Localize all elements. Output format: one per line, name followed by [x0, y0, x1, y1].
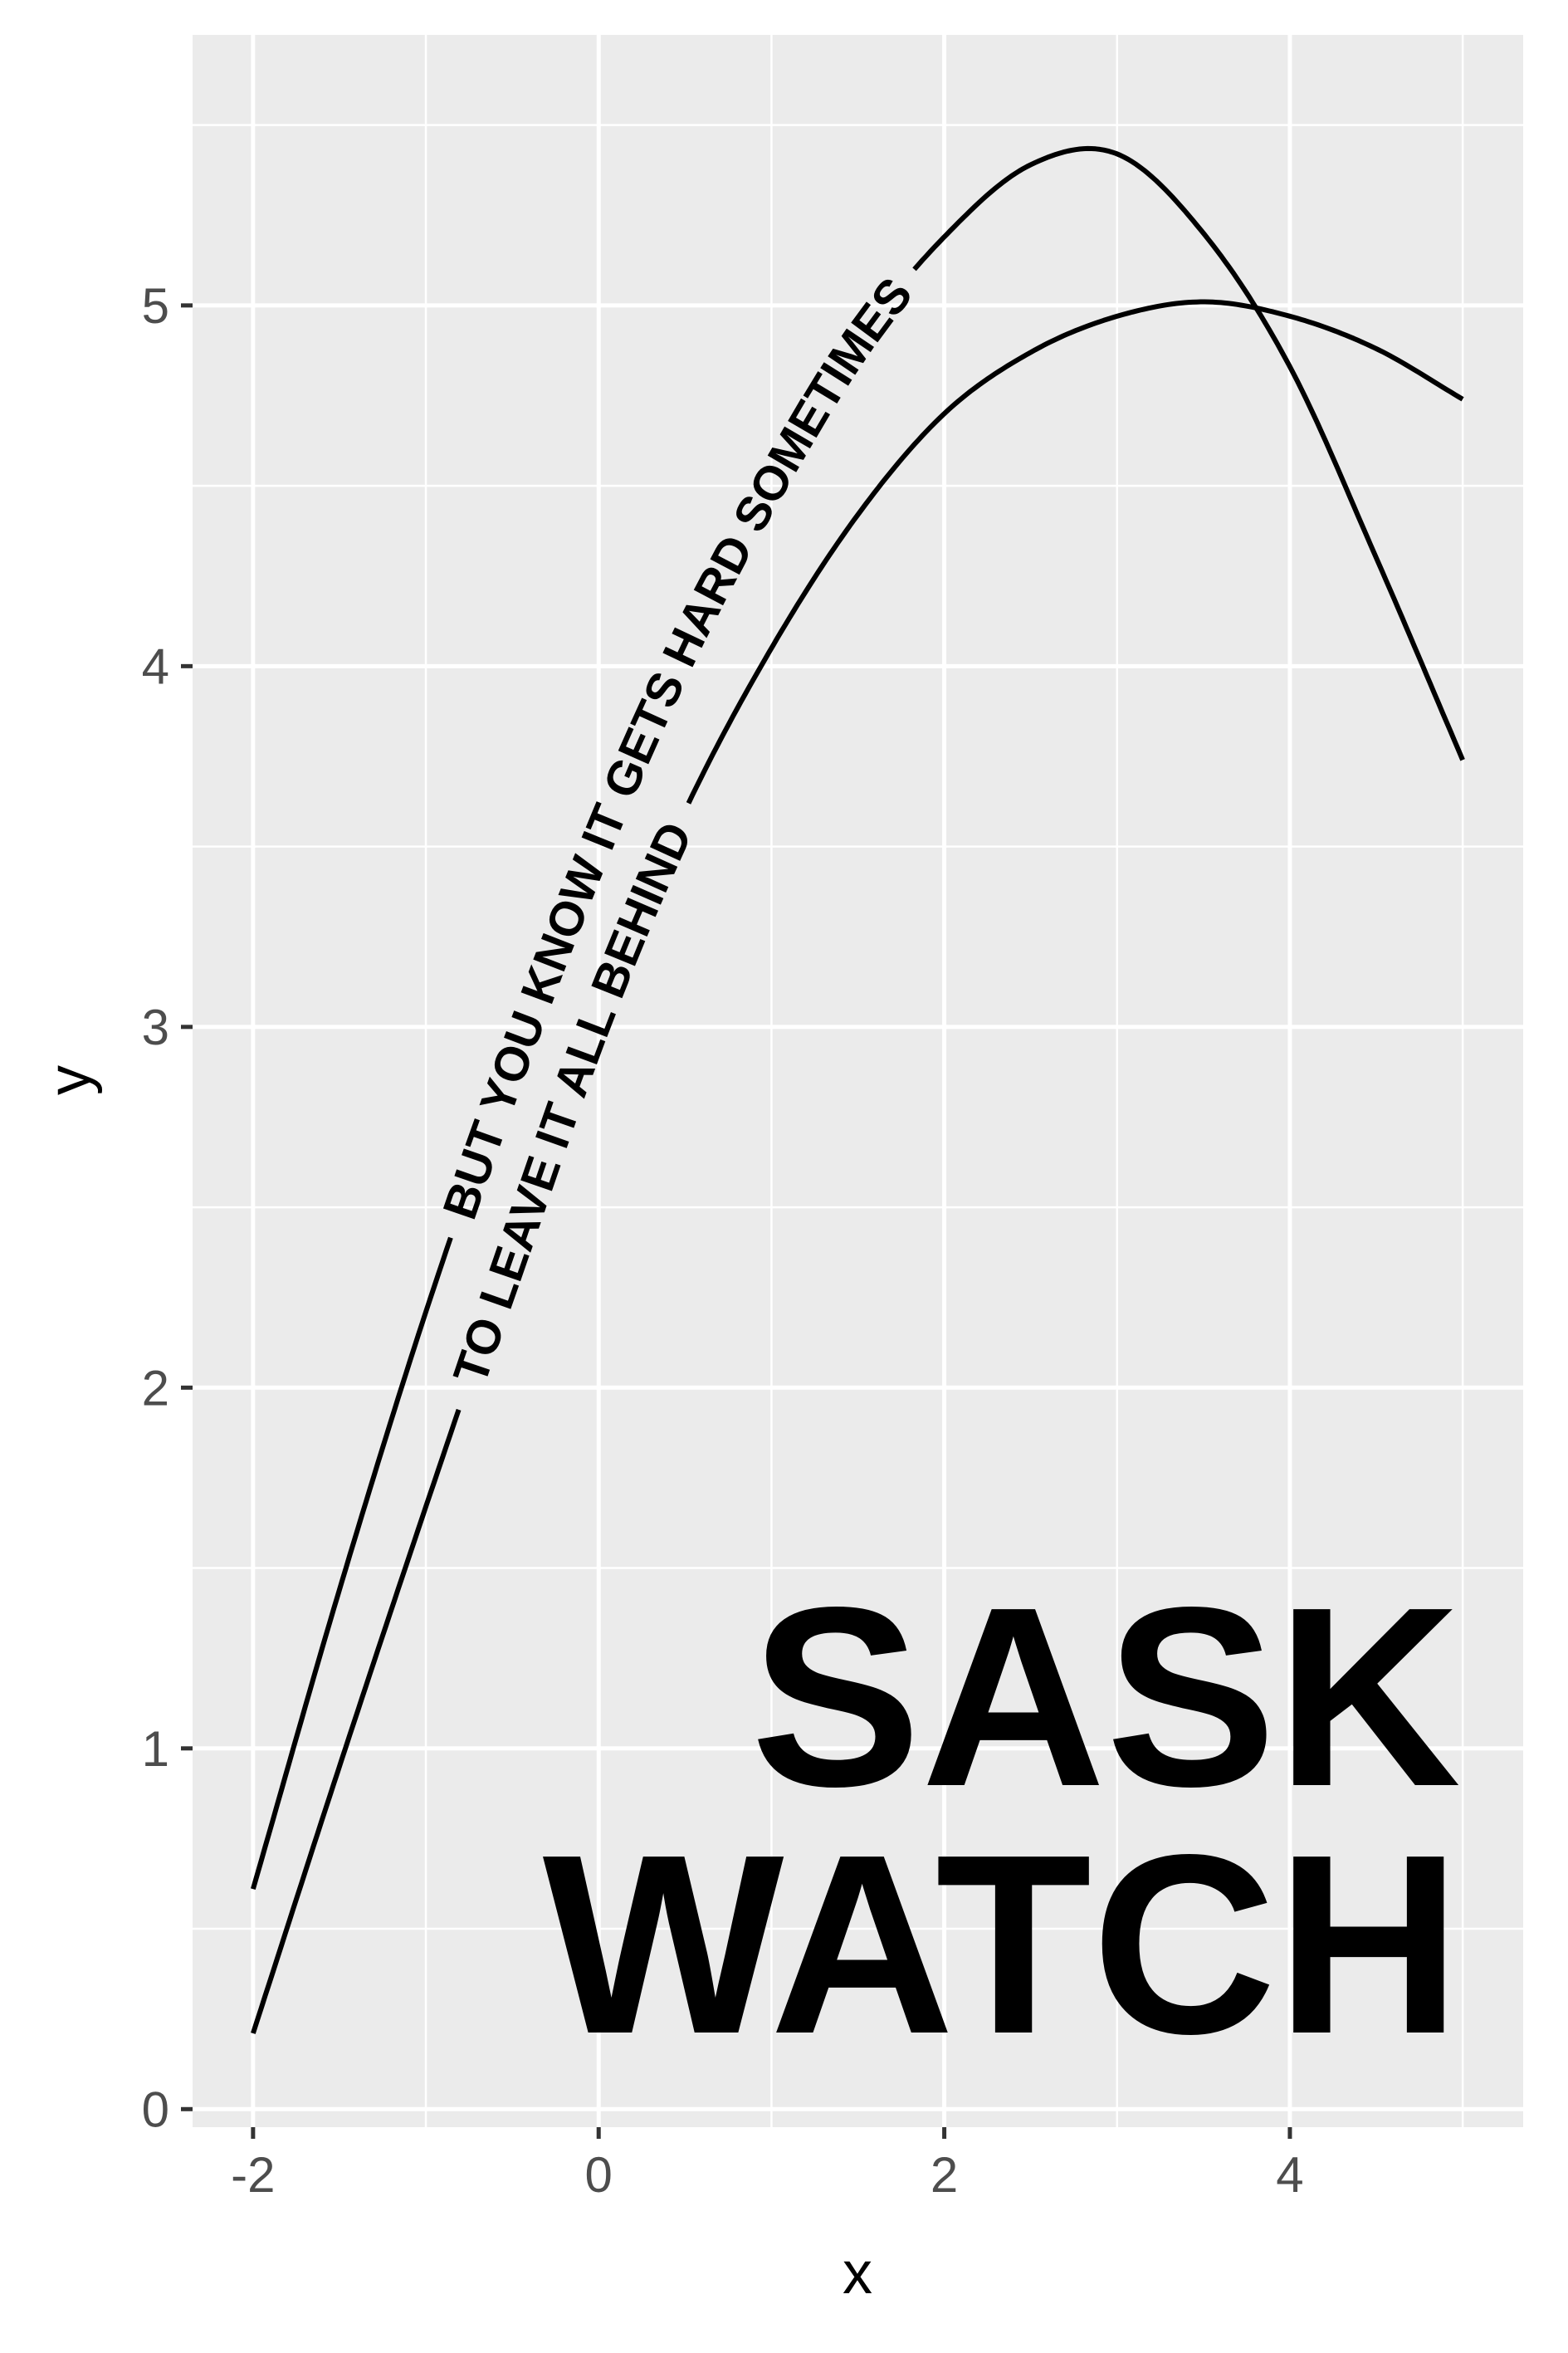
y-tick-label: 0 [142, 2082, 169, 2137]
x-tick-label: 0 [585, 2147, 613, 2203]
x-axis: -2 0 2 4 [231, 2127, 1304, 2203]
y-tick-label: 1 [142, 1721, 169, 1777]
series-lines [251, 145, 1465, 2034]
x-tick-label: 4 [1276, 2147, 1303, 2203]
minor-grid [193, 35, 1523, 2127]
annotation-line-1: SASK [750, 1554, 1461, 1840]
y-axis-title: y [37, 1065, 103, 1095]
annotation-line-2: WATCH [543, 1802, 1461, 2087]
plot-panel [193, 35, 1523, 2127]
y-tick-label: 2 [142, 1360, 169, 1416]
sask-watch-annotation: SASK WATCH [543, 1554, 1461, 2087]
x-axis-title: x [843, 2240, 872, 2307]
y-tick-label: 5 [142, 278, 169, 334]
y-tick-label: 3 [142, 1000, 169, 1055]
y-axis: 0 1 2 3 4 5 [142, 278, 193, 2137]
y-tick-label: 4 [142, 638, 169, 694]
series-line-segment [686, 299, 1464, 805]
x-tick-label: -2 [231, 2147, 275, 2203]
series-line-segment [251, 1236, 453, 1891]
series-line-segment [251, 1408, 462, 2034]
major-grid [193, 35, 1523, 2127]
series-line-segment [912, 145, 1465, 761]
x-tick-label: 2 [931, 2147, 958, 2203]
